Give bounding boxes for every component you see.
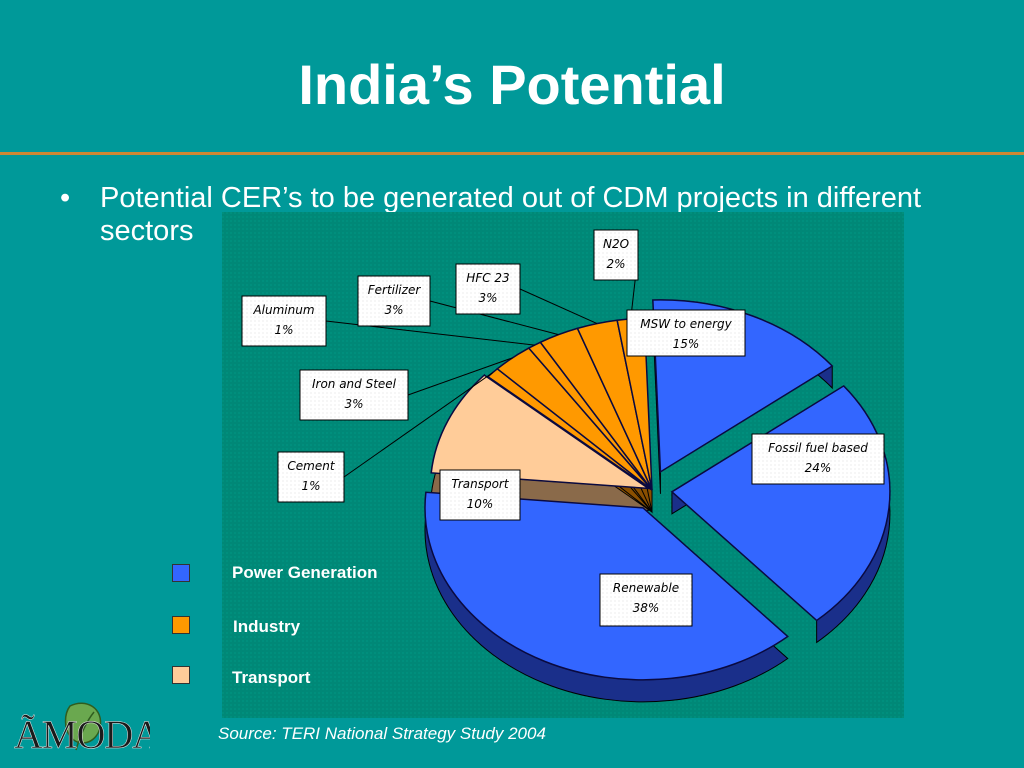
pie-label-value-n2o: 2% (606, 257, 625, 271)
slide-title: India’s Potential (298, 53, 726, 116)
leader-line-hfc-23 (519, 288, 598, 325)
pie-label-value-cement: 1% (301, 479, 320, 493)
pie-label-name-iron-and-steel: Iron and Steel (312, 377, 397, 391)
legend-label-transport: Transport (232, 668, 311, 687)
pie-label-box-fossil-fuel-based (751, 433, 885, 485)
amoda-logo: ÃMODA (14, 702, 150, 757)
bullet-text: Potential CER’s to be generated out of C… (100, 182, 922, 247)
pie-label-msw-to-energy: MSW to energy 15% (626, 309, 746, 357)
pie-label-name-fossil-fuel-based: Fossil fuel based (768, 441, 868, 455)
pie-slice-transport (430, 374, 652, 490)
pie-label-renewable: Renewable 38% (599, 573, 693, 627)
bullet-dot-icon: • (60, 182, 71, 214)
pie-label-aluminum: Aluminum 1% (241, 295, 327, 347)
pie-label-iron-and-steel: Iron and Steel 3% (299, 369, 409, 421)
pie-label-name-hfc-23: HFC 23 (466, 271, 509, 285)
legend-swatch-power-generation (172, 564, 190, 582)
pie-label-name-aluminum: Aluminum (252, 303, 314, 317)
svg-text:ÃMODA: ÃMODA (14, 712, 150, 757)
pie-label-cement: Cement 1% (277, 451, 345, 503)
pie-label-name-msw-to-energy: MSW to energy (640, 317, 732, 331)
pie-label-value-iron-and-steel: 3% (344, 397, 363, 411)
legend-label-power-generation: Power Generation (232, 563, 378, 582)
pie-label-box-iron-and-steel (299, 369, 409, 421)
title-divider (0, 152, 1024, 155)
pie-label-transport: Transport 10% (439, 469, 521, 521)
pie-label-fertilizer: Fertilizer 3% (357, 275, 431, 327)
pie-label-box-cement (277, 451, 345, 503)
pie-label-value-renewable: 38% (633, 601, 660, 615)
pie-label-box-n2o (593, 229, 639, 281)
legend-label-industry: Industry (233, 617, 301, 636)
pie-label-box-renewable (599, 573, 693, 627)
pie-label-value-aluminum: 1% (274, 323, 293, 337)
legend-swatch-industry (172, 616, 190, 634)
legend-swatch-transport (172, 666, 190, 684)
leader-line-fertilizer (429, 300, 559, 336)
pie-label-box-hfc-23 (455, 263, 521, 315)
pie-label-value-msw-to-energy: 15% (673, 337, 700, 351)
pie-label-name-cement: Cement (287, 459, 335, 473)
pie-label-name-n2o: N2O (603, 237, 629, 251)
pie-label-box-fertilizer (357, 275, 431, 327)
leader-line-cement (343, 372, 493, 478)
pie-label-value-fertilizer: 3% (384, 303, 403, 317)
pie-label-box-transport (439, 469, 521, 521)
pie-label-value-transport: 10% (467, 497, 494, 511)
pie-label-fossil-fuel-based: Fossil fuel based 24% (751, 433, 885, 485)
pie-label-box-aluminum (241, 295, 327, 347)
pie-label-name-renewable: Renewable (613, 581, 679, 595)
pie-label-hfc-23: HFC 23 3% (455, 263, 521, 315)
pie-label-box-msw-to-energy (626, 309, 746, 357)
pie-chart: MSW to energy 15% Fossil fuel based 24% Rene… (222, 212, 904, 718)
pie-label-value-fossil-fuel-based: 24% (805, 461, 832, 475)
leader-line-iron-and-steel (407, 357, 513, 396)
pie-label-name-transport: Transport (451, 477, 509, 491)
pie-label-name-fertilizer: Fertilizer (368, 283, 422, 297)
source-note: Source: TERI National Strategy Study 200… (218, 724, 546, 743)
pie-label-value-hfc-23: 3% (478, 291, 497, 305)
